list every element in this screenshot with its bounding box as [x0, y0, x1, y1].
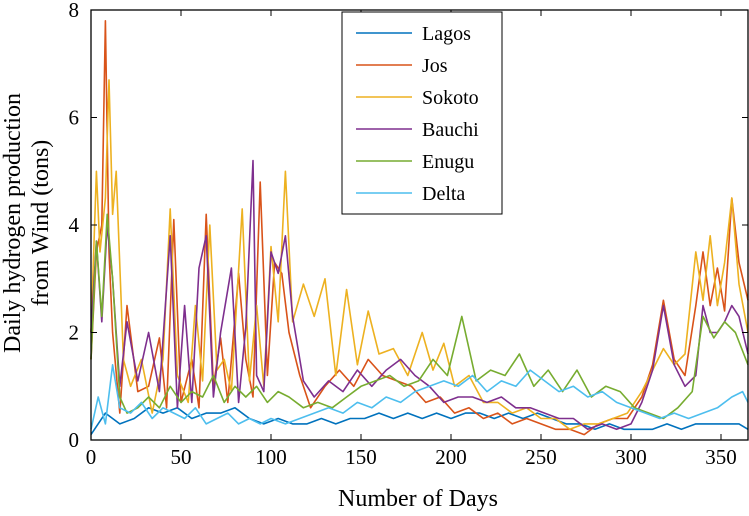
y-tick-label: 8 — [69, 0, 80, 22]
y-tick-label: 4 — [69, 213, 80, 237]
series-line-delta — [90, 363, 749, 430]
legend-label-delta: Delta — [422, 183, 465, 205]
x-tick-label: 200 — [435, 445, 467, 469]
y-tick-label: 2 — [69, 321, 80, 345]
y-axis-label-line-2: from Wind (tons) — [28, 140, 54, 307]
x-tick-label: 150 — [345, 445, 377, 469]
y-tick-label: 6 — [69, 106, 80, 130]
x-axis-label: Number of Days — [338, 486, 498, 512]
x-tick-label: 100 — [255, 445, 287, 469]
legend: Lagos Jos Sokoto Bauchi Enugu Delta — [341, 11, 503, 215]
series-line-bauchi — [90, 159, 749, 431]
x-tick-label: 0 — [86, 445, 97, 469]
x-tick-label: 350 — [705, 445, 737, 469]
plot-series-layer — [90, 19, 749, 436]
series-line-enugu — [90, 213, 749, 420]
legend-label-bauchi: Bauchi — [422, 119, 479, 141]
legend-box — [341, 11, 503, 215]
legend-label-lagos: Lagos — [422, 23, 471, 45]
legend-label-jos: Jos — [422, 55, 448, 77]
y-axis-label-line-1: Daily hydrogen production — [0, 93, 26, 353]
y-tick-label: 0 — [69, 428, 80, 452]
series-line-jos — [90, 19, 749, 436]
series-line-lagos — [90, 406, 749, 436]
x-tick-label: 300 — [615, 445, 647, 469]
legend-label-enugu: Enugu — [422, 151, 474, 173]
x-tick-label: 250 — [525, 445, 557, 469]
x-tick-label: 50 — [171, 445, 192, 469]
legend-label-sokoto: Sokoto — [422, 87, 479, 109]
